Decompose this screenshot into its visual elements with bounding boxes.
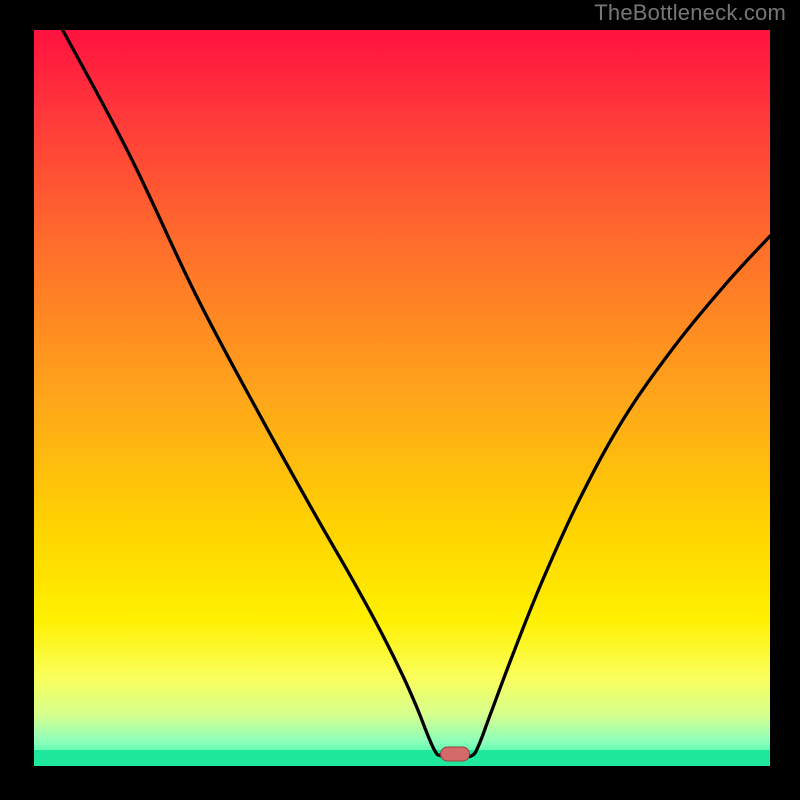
- optimum-marker-pill: [440, 747, 470, 762]
- plot-area: [34, 30, 770, 766]
- chart-stage: { "watermark": { "text": "TheBottleneck.…: [0, 0, 800, 800]
- bottleneck-curve: [34, 30, 770, 766]
- curve-path: [63, 30, 770, 757]
- watermark-text: TheBottleneck.com: [594, 0, 786, 26]
